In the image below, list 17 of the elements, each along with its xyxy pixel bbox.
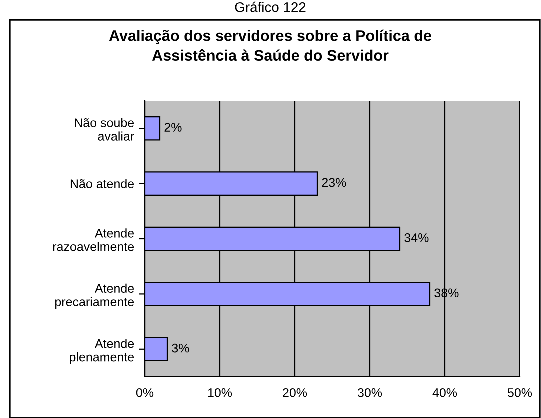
- data-label: 34%: [404, 234, 429, 242]
- data-label: 2%: [164, 123, 182, 132]
- y-tick-label: Atende plenamente: [70, 339, 134, 364]
- x-tick-label: 0%: [136, 388, 154, 398]
- y-tick-label: Atende precariamente: [55, 284, 134, 309]
- y-tick-label: Não soube avaliar: [75, 118, 134, 141]
- y-tick-label: Atende razoavelmente: [53, 228, 134, 252]
- x-tick-label: 20%: [283, 388, 308, 398]
- data-label: 23%: [322, 178, 346, 188]
- x-tick-label: 40%: [432, 388, 458, 398]
- x-tick-label: 30%: [358, 388, 382, 398]
- chart-title: Avaliação dos servidores sobre a Política de Assistência à Saúde do Servidor: [109, 30, 432, 62]
- text: Gráfico 122: [235, 2, 306, 12]
- x-tick-label: 10%: [208, 388, 232, 398]
- y-tick-label: Não atende: [70, 179, 134, 188]
- x-tick-label: 50%: [508, 388, 532, 398]
- data-label: 3%: [172, 344, 190, 353]
